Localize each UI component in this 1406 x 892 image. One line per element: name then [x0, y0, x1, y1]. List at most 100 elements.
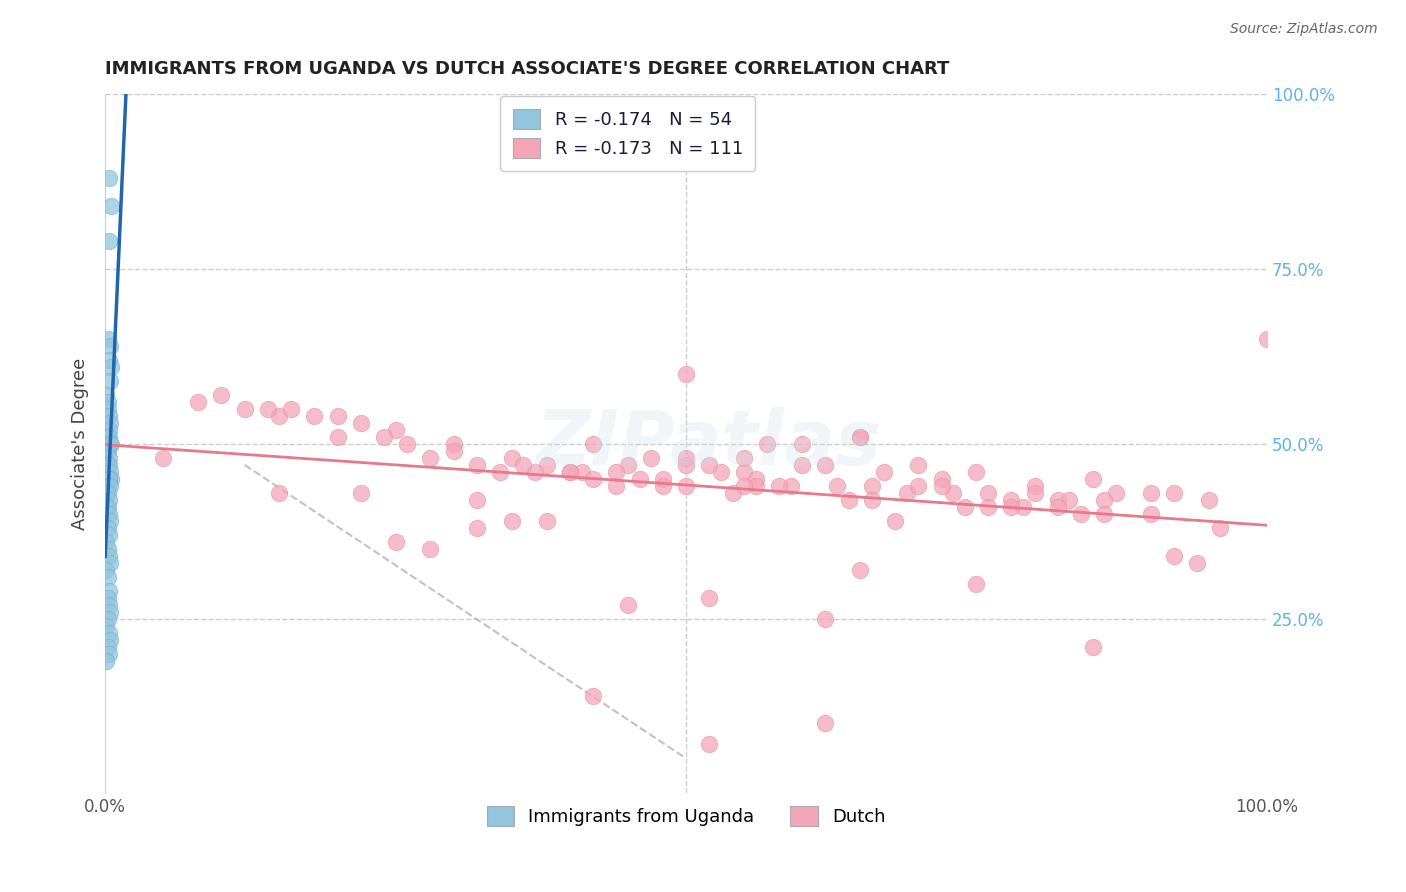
- Point: [512, 458, 534, 472]
- Point: [628, 472, 651, 486]
- Point: [966, 576, 988, 591]
- Point: [1024, 479, 1046, 493]
- Point: [100, 472, 122, 486]
- Point: [350, 485, 373, 500]
- Point: [536, 458, 558, 472]
- Point: [384, 423, 406, 437]
- Point: [675, 450, 697, 465]
- Point: [304, 409, 326, 423]
- Point: [97, 353, 120, 368]
- Point: [350, 416, 373, 430]
- Point: [96, 640, 118, 654]
- Point: [710, 465, 733, 479]
- Point: [966, 465, 988, 479]
- Point: [1163, 485, 1185, 500]
- Point: [419, 541, 441, 556]
- Point: [97, 234, 120, 248]
- Point: [233, 401, 256, 416]
- Point: [1092, 492, 1115, 507]
- Point: [896, 485, 918, 500]
- Point: [825, 479, 848, 493]
- Point: [98, 437, 121, 451]
- Point: [1092, 507, 1115, 521]
- Point: [97, 458, 120, 472]
- Point: [100, 437, 122, 451]
- Point: [97, 409, 120, 423]
- Point: [443, 443, 465, 458]
- Point: [97, 450, 120, 465]
- Point: [1070, 507, 1092, 521]
- Point: [98, 465, 121, 479]
- Point: [98, 605, 121, 619]
- Point: [1059, 492, 1081, 507]
- Point: [942, 485, 965, 500]
- Point: [1139, 485, 1161, 500]
- Point: [977, 500, 1000, 514]
- Point: [96, 563, 118, 577]
- Text: ZIPatlas: ZIPatlas: [536, 407, 883, 481]
- Point: [536, 514, 558, 528]
- Point: [98, 556, 121, 570]
- Point: [96, 401, 118, 416]
- Point: [96, 612, 118, 626]
- Point: [849, 430, 872, 444]
- Point: [96, 618, 118, 632]
- Y-axis label: Associate's Degree: Associate's Degree: [72, 358, 89, 530]
- Point: [838, 492, 860, 507]
- Point: [97, 583, 120, 598]
- Point: [697, 458, 720, 472]
- Point: [792, 458, 814, 472]
- Point: [396, 437, 419, 451]
- Point: [98, 514, 121, 528]
- Point: [326, 430, 349, 444]
- Point: [96, 430, 118, 444]
- Point: [931, 479, 953, 493]
- Point: [97, 472, 120, 486]
- Point: [97, 171, 120, 186]
- Point: [1163, 549, 1185, 563]
- Point: [605, 479, 627, 493]
- Point: [465, 521, 488, 535]
- Text: Source: ZipAtlas.com: Source: ZipAtlas.com: [1230, 22, 1378, 37]
- Point: [501, 514, 523, 528]
- Point: [97, 423, 120, 437]
- Point: [651, 479, 673, 493]
- Legend: Immigrants from Uganda, Dutch: Immigrants from Uganda, Dutch: [479, 799, 893, 833]
- Point: [849, 430, 872, 444]
- Point: [97, 625, 120, 640]
- Point: [582, 437, 605, 451]
- Point: [675, 367, 697, 381]
- Point: [792, 437, 814, 451]
- Point: [571, 465, 593, 479]
- Point: [100, 359, 122, 374]
- Point: [96, 534, 118, 549]
- Point: [96, 443, 118, 458]
- Point: [1024, 485, 1046, 500]
- Point: [465, 492, 488, 507]
- Point: [779, 479, 801, 493]
- Point: [96, 479, 118, 493]
- Point: [1081, 472, 1104, 486]
- Point: [1046, 492, 1069, 507]
- Point: [582, 689, 605, 703]
- Point: [152, 450, 174, 465]
- Point: [814, 612, 837, 626]
- Point: [326, 409, 349, 423]
- Point: [1209, 521, 1232, 535]
- Point: [617, 598, 640, 612]
- Point: [1185, 556, 1208, 570]
- Point: [96, 654, 118, 668]
- Point: [96, 500, 118, 514]
- Point: [697, 591, 720, 605]
- Point: [733, 465, 755, 479]
- Point: [884, 514, 907, 528]
- Point: [96, 485, 118, 500]
- Point: [98, 339, 121, 353]
- Point: [1046, 500, 1069, 514]
- Point: [98, 374, 121, 388]
- Point: [872, 465, 894, 479]
- Point: [907, 458, 929, 472]
- Point: [97, 549, 120, 563]
- Point: [1000, 500, 1022, 514]
- Point: [1139, 507, 1161, 521]
